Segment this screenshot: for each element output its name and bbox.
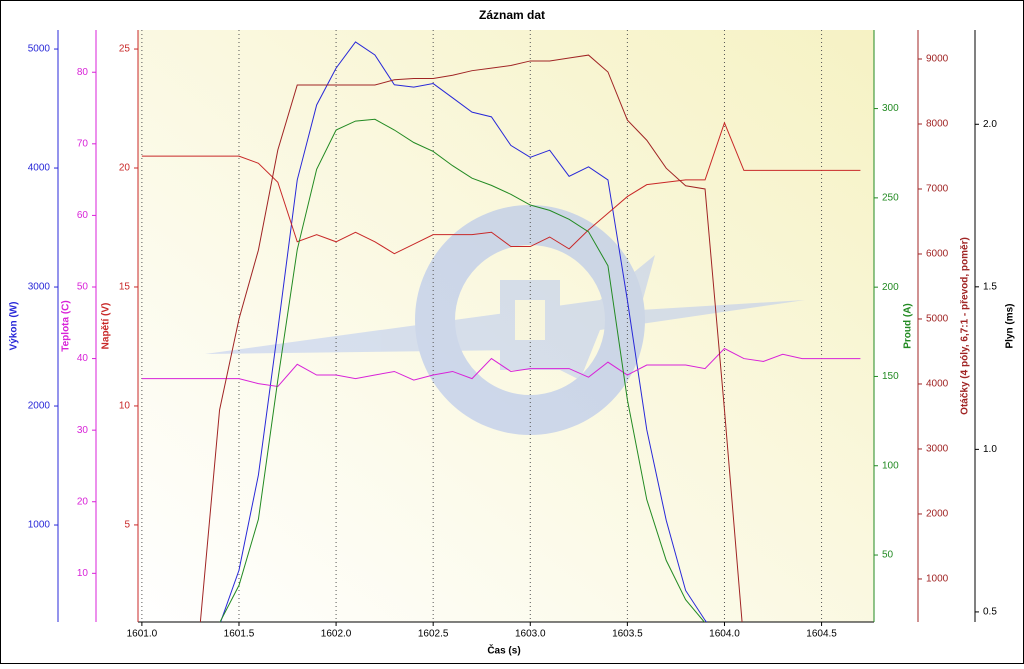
y-tick-label: 1000	[28, 520, 51, 531]
y-axis-label: Otáčky (4 póly, 6,7:1 - převod, poměr)	[960, 237, 971, 415]
y-tick-label: 20	[77, 496, 89, 507]
x-tick-label: 1602.0	[321, 629, 352, 640]
chart-title: Záznam dat	[479, 8, 545, 22]
y-tick-label: 200	[882, 282, 899, 293]
y-tick-label: 5	[124, 520, 130, 531]
y-tick-label: 5000	[926, 314, 949, 325]
y-tick-label: 1.5	[983, 281, 997, 292]
series-line	[199, 54, 743, 622]
x-tick-label: 1604.0	[709, 629, 740, 640]
y-tick-label: 100	[882, 460, 899, 471]
y-tick-label: 25	[119, 44, 131, 55]
y-tick-label: 20	[119, 163, 131, 174]
series-line	[141, 347, 861, 388]
series-group	[199, 54, 743, 622]
x-tick-label: 1601.0	[127, 629, 158, 640]
y-tick-label: 2000	[926, 509, 949, 520]
y-tick-label: 10	[77, 568, 89, 579]
y-tick-label: 9000	[926, 54, 949, 65]
y-tick-label: 5000	[28, 44, 51, 55]
y-tick-label: 50	[882, 550, 894, 561]
y-tick-label: 40	[77, 353, 89, 364]
y-axis-label: Napětí (V)	[101, 303, 112, 350]
y-tick-label: 1.0	[983, 444, 997, 455]
y-tick-label: 3000	[28, 282, 51, 293]
series-group	[220, 41, 708, 622]
y-tick-label: 70	[77, 138, 89, 149]
series-group	[141, 121, 861, 255]
y-tick-label: 1000	[926, 574, 949, 585]
y-tick-label: 2000	[28, 401, 51, 412]
y-tick-label: 2.0	[983, 119, 997, 130]
x-tick-label: 1603.0	[515, 629, 546, 640]
y-tick-label: 4000	[28, 163, 51, 174]
y-tick-label: 7000	[926, 184, 949, 195]
x-tick-label: 1604.5	[806, 629, 837, 640]
y-tick-label: 10	[119, 401, 131, 412]
series-line	[141, 121, 861, 255]
x-tick-label: 1602.5	[418, 629, 449, 640]
y-tick-label: 60	[77, 210, 89, 221]
y-tick-label: 8000	[926, 119, 949, 130]
y-tick-label: 6000	[926, 249, 949, 260]
x-tick-label: 1601.5	[224, 629, 255, 640]
y-tick-label: 50	[77, 282, 89, 293]
series-line	[220, 41, 708, 622]
y-tick-label: 250	[882, 193, 899, 204]
y-axis-label: Teplota (C)	[61, 300, 72, 351]
y-axis-label: Plyn (ms)	[1005, 303, 1016, 348]
y-tick-label: 0.5	[983, 607, 997, 618]
y-tick-label: 4000	[926, 379, 949, 390]
y-tick-label: 80	[77, 67, 89, 78]
y-tick-label: 3000	[926, 444, 949, 455]
y-tick-label: 30	[77, 425, 89, 436]
series-line	[219, 118, 705, 622]
x-axis-label: Čas (s)	[487, 644, 520, 657]
series-group	[141, 347, 861, 388]
y-tick-label: 150	[882, 371, 899, 382]
y-axis-label: Proud (A)	[903, 303, 914, 349]
y-tick-label: 15	[119, 282, 131, 293]
series-group	[219, 118, 705, 622]
y-axis-label: Výkon (W)	[9, 302, 20, 351]
x-tick-label: 1603.5	[612, 629, 643, 640]
y-tick-label: 300	[882, 103, 899, 114]
